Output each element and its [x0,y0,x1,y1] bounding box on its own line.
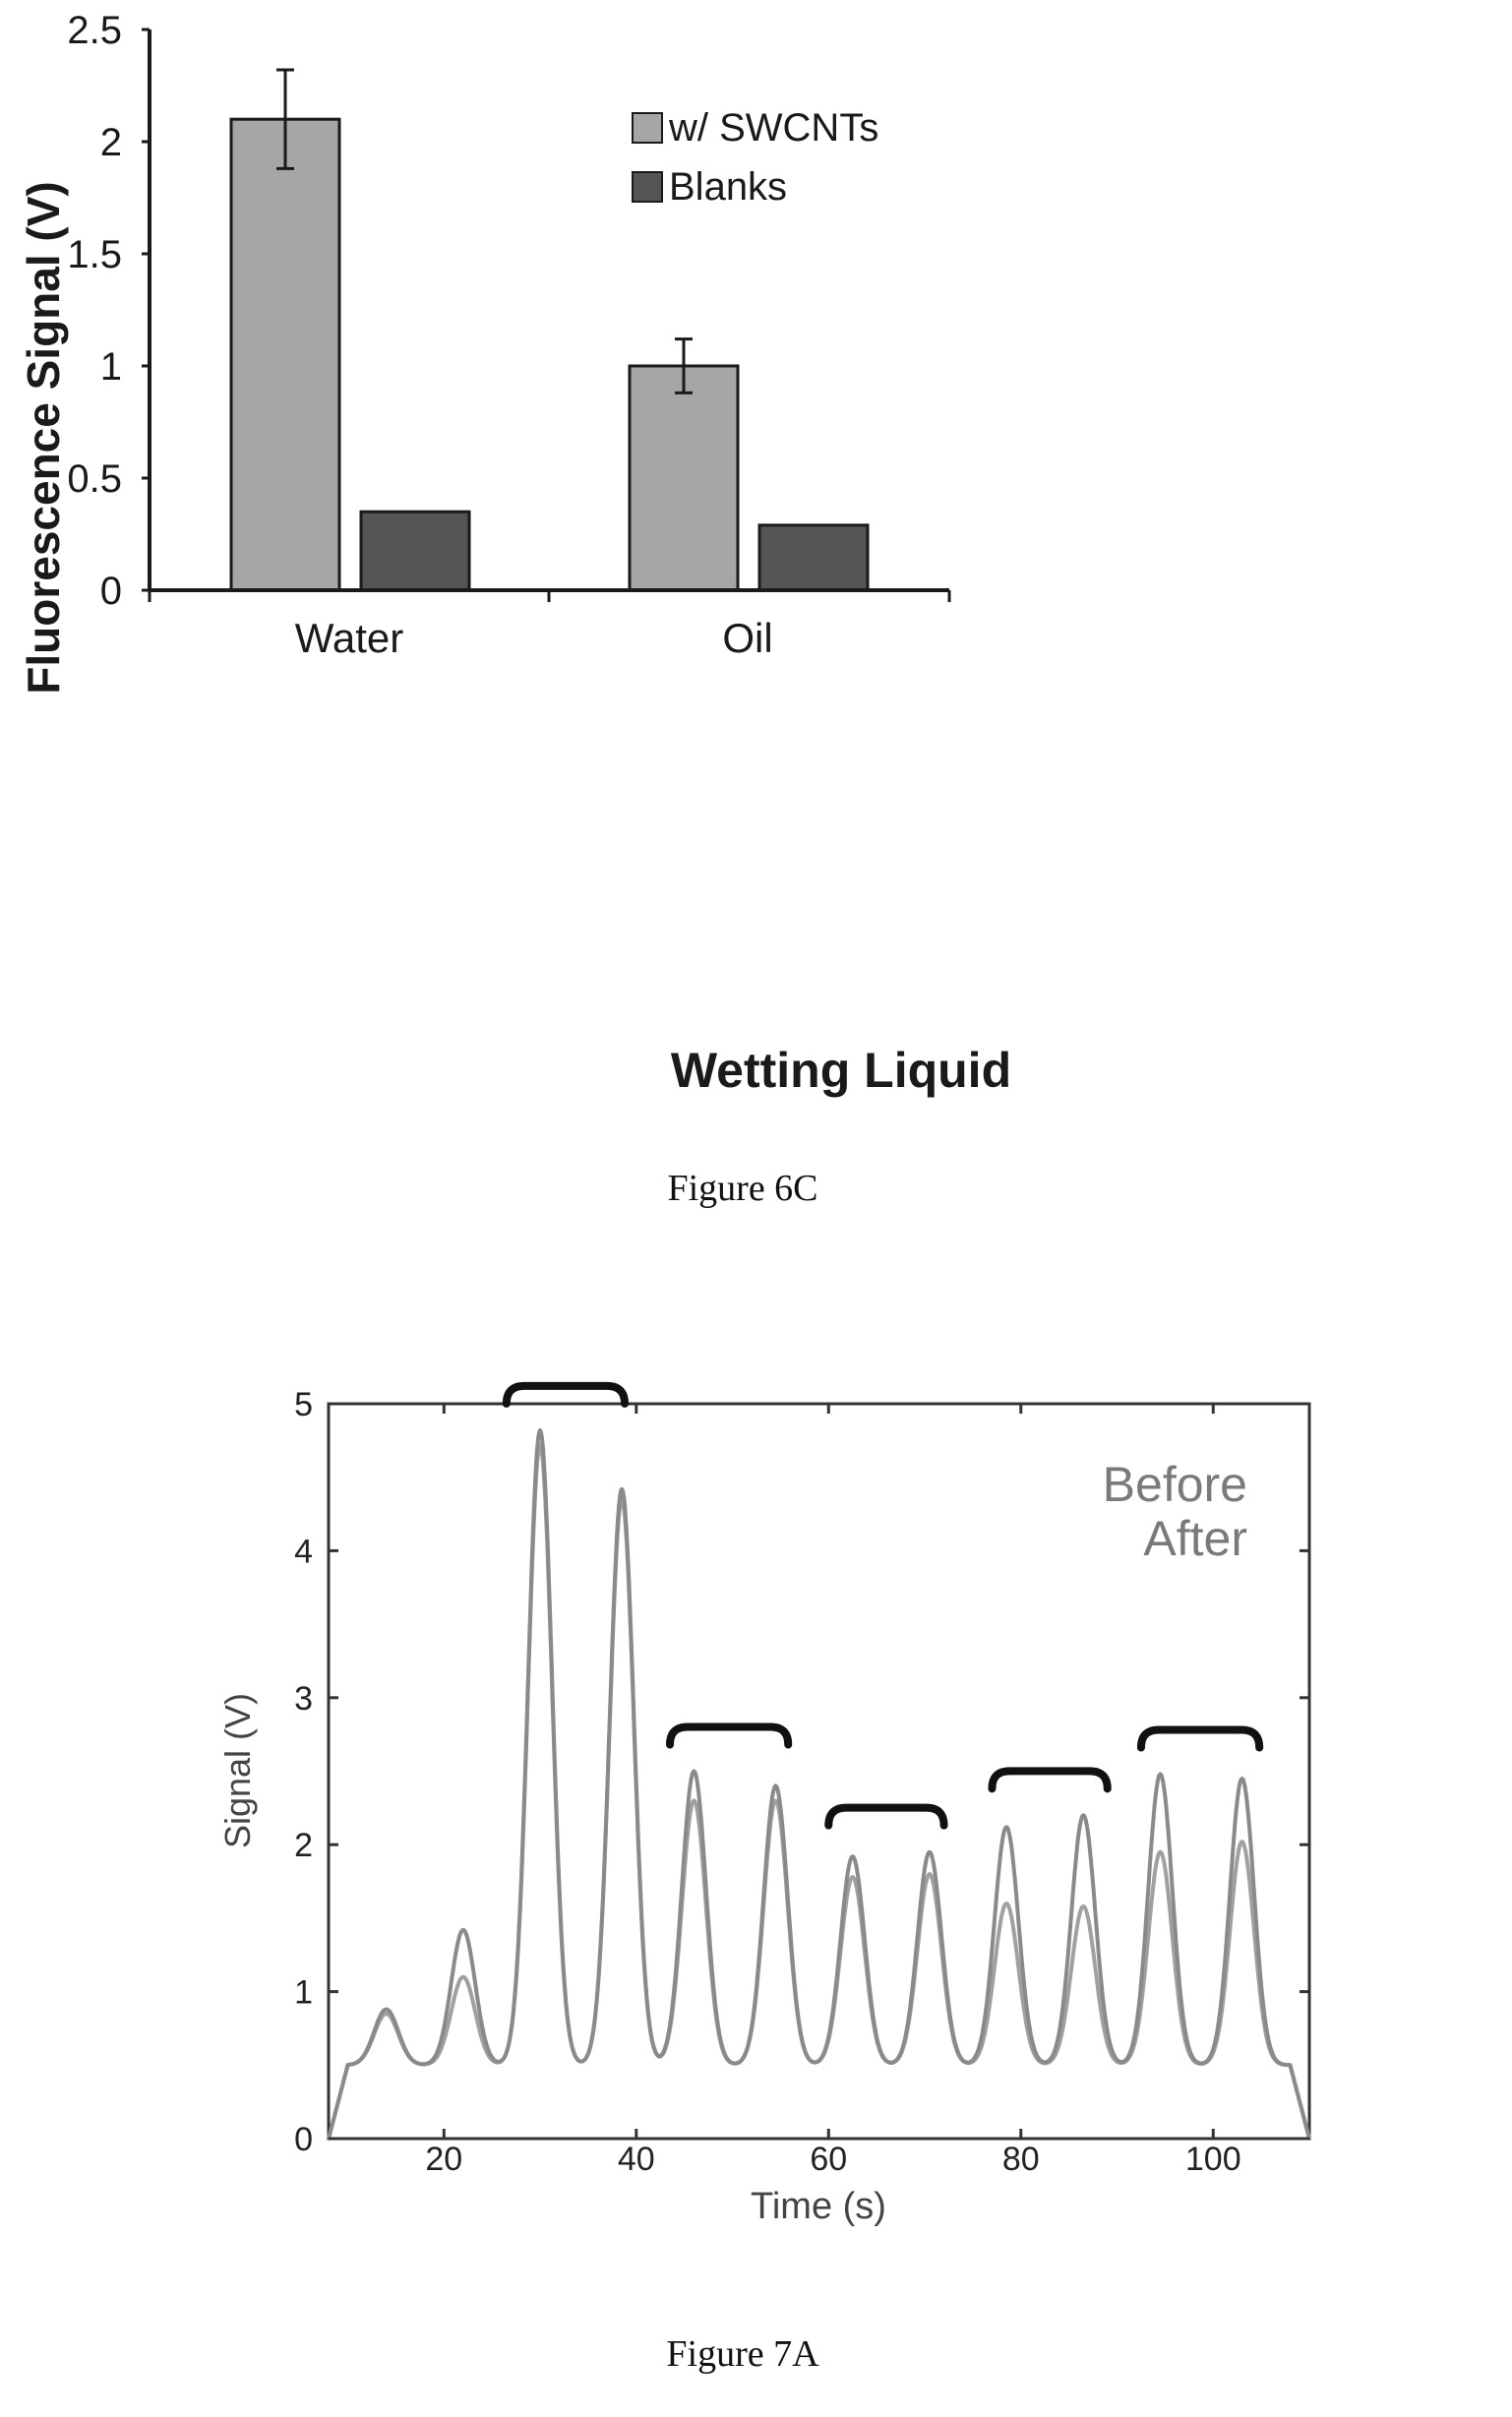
category-label-oil: Oil [722,615,772,661]
y-tick-label: 2.5 [67,9,122,52]
legend-label-before: Before [1103,1457,1247,1512]
peak-bracket [502,1381,630,1408]
legend-swatch [632,171,663,203]
legend-label-after: After [1143,1511,1247,1566]
figure-caption: Figure 7A [666,2333,819,2375]
bar-swcnts-oil [628,364,740,592]
peak-bracket [665,1722,793,1749]
legend-label: Blanks [669,165,787,209]
bar-blanks-oil [757,523,870,592]
x-tick-label: 100 [1185,2141,1241,2178]
tick-marks [329,1402,1309,2141]
y-axis-title: Signal (V) [217,1693,258,1848]
category-label-water: Water [295,615,403,661]
x-tick-label: 40 [618,2141,655,2178]
y-tick-label: 5 [294,1386,313,1423]
peak-brackets [502,1381,1264,1830]
legend-label: w/ SWCNTs [668,106,878,150]
x-tick-label: 80 [1002,2141,1040,2178]
legend: w/ SWCNTs Blanks [632,106,878,209]
axes [142,28,951,602]
x-tick-labels: 20 40 60 80 100 [425,2141,1240,2178]
error-bar-water [276,68,294,170]
y-tick-label: 3 [294,1680,313,1718]
y-tick-labels: 0 0.5 1 1.5 2 2.5 [67,9,122,613]
y-tick-label: 2 [100,121,122,164]
bar-chart-figure-6c: 0 0.5 1 1.5 2 2.5 Water Oil Fluorescence Signa… [18,9,1011,1209]
error-bar-group [276,68,693,394]
y-tick-label: 0.5 [67,457,122,501]
legend-swatch [632,112,663,144]
y-tick-labels: 0 1 2 3 4 5 [294,1386,313,2158]
plot-frame [327,1402,1311,2141]
line-chart-figure-7a: 0 1 2 3 4 5 20 40 60 80 100 Signal (V) Time (s) B… [217,1381,1311,2375]
x-tick-label: 20 [425,2141,462,2178]
bar-group [229,117,870,592]
y-tick-label: 4 [294,1533,313,1570]
bar-swcnts-water [229,117,341,592]
x-axis-title: Wetting Liquid [671,1043,1011,1098]
y-tick-label: 0 [294,2121,313,2158]
figure-caption: Figure 6C [667,1168,817,1209]
peak-bracket [1136,1725,1264,1752]
y-tick-label: 2 [294,1827,313,1864]
peak-bracket [824,1803,948,1830]
bar-blanks-water [359,510,471,592]
error-bar-oil [675,337,693,394]
x-axis-title: Time (s) [751,2186,886,2227]
signal-lines [327,1427,1311,2140]
signal-line-before [327,1427,1311,2140]
y-tick-label: 1.5 [67,233,122,276]
peak-bracket [988,1767,1112,1793]
x-tick-labels: Water Oil [295,615,773,661]
x-tick-label: 60 [810,2141,847,2178]
y-axis-title: Fluorescence Signal (V) [18,181,69,694]
y-tick-label: 1 [100,345,122,389]
y-tick-label: 1 [294,1974,313,2012]
y-tick-label: 0 [100,570,122,613]
